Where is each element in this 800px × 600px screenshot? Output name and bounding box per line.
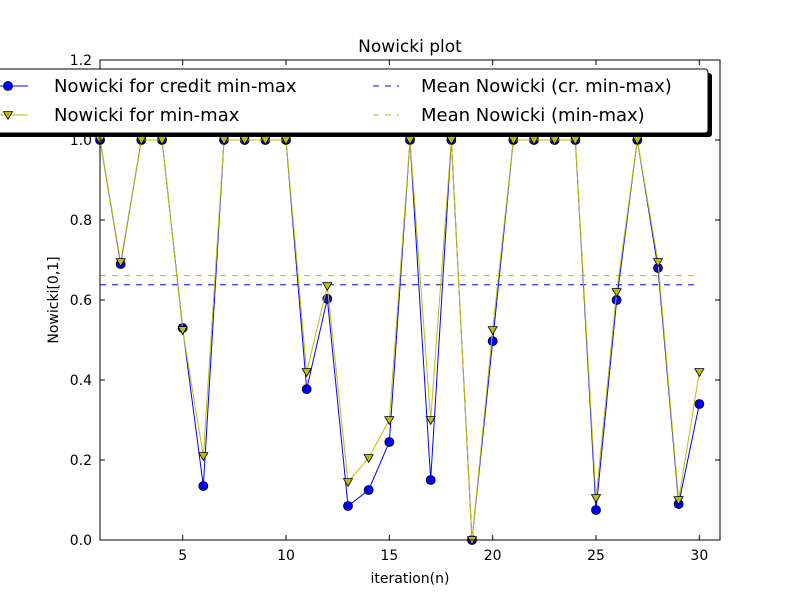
series-1-point — [301, 384, 312, 395]
y-axis-title: Nowicki[0,1] — [46, 256, 62, 343]
series-2-point — [363, 454, 374, 464]
series-2-point — [652, 258, 664, 268]
y-tick-label: 0.4 — [70, 373, 92, 389]
series-1-point — [694, 399, 705, 409]
series-2-point — [487, 326, 498, 336]
x-tick-label: 30 — [690, 548, 708, 564]
series-2-point — [590, 494, 602, 504]
y-tick-label: 0.8 — [70, 213, 92, 229]
legend-mean-label-2: Mean Nowicki (min-max) — [421, 105, 645, 126]
series-1-point — [343, 501, 353, 511]
x-tick-label: 5 — [178, 548, 187, 564]
series-2-point — [611, 288, 622, 298]
series-2-point — [177, 326, 188, 336]
x-tick-label: 10 — [277, 548, 295, 564]
series-1-point — [591, 505, 601, 515]
series-2-point — [115, 258, 126, 268]
legend-marker-2 — [2, 111, 14, 121]
x-tick-label: 20 — [484, 548, 502, 564]
series-1-point — [425, 475, 436, 485]
series-1-point — [487, 336, 498, 347]
legend-marker-1 — [3, 81, 13, 91]
series-2-point — [322, 282, 333, 292]
series-line-2 — [99, 139, 700, 541]
series-1-point — [198, 481, 209, 491]
legend-label-2: Nowicki for min-max — [54, 105, 240, 126]
y-tick-label: 0.0 — [70, 533, 92, 549]
series-line-1 — [99, 139, 700, 541]
legend-box — [0, 68, 709, 134]
plot-area — [94, 135, 705, 546]
x-tick-label: 25 — [587, 548, 605, 564]
series-2-point — [694, 368, 705, 378]
legend: Nowicki for credit min-max Nowicki for mi… — [0, 68, 712, 137]
series-2-point — [198, 452, 209, 462]
series-1-point — [384, 437, 395, 447]
series-2-point — [301, 368, 312, 378]
legend-label-1: Nowicki for credit min-max — [54, 76, 297, 97]
series-2-point — [342, 478, 354, 488]
series-1-point — [363, 485, 374, 495]
legend-mean-label-1: Mean Nowicki (cr. min-max) — [421, 76, 672, 97]
x-axis-title: iteration(n) — [371, 571, 450, 587]
chart-title: Nowicki plot — [358, 37, 462, 57]
x-tick-label: 15 — [380, 548, 398, 564]
series-2-point — [384, 416, 395, 426]
series-2-point — [425, 416, 436, 426]
series-2-point — [466, 536, 478, 546]
y-tick-label: 1.2 — [70, 53, 92, 69]
x-axis: 5 10 15 20 25 30 — [178, 60, 708, 564]
series-2-point — [673, 496, 684, 506]
y-tick-label: 0.2 — [70, 453, 92, 469]
y-tick-label: 0.6 — [70, 293, 92, 309]
